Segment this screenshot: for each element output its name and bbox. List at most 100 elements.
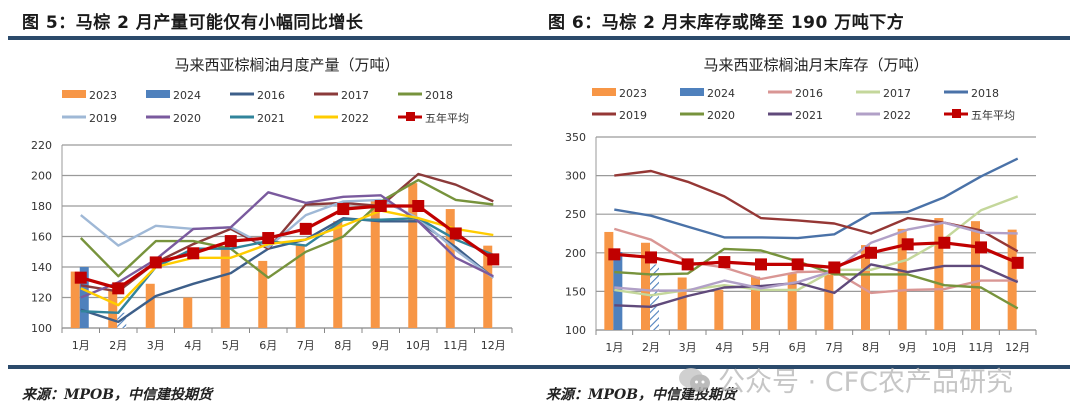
avg-marker: [1011, 256, 1024, 269]
legend-swatch: [146, 90, 170, 98]
avg-marker: [262, 232, 275, 245]
legend-label: 五年平均: [971, 108, 1015, 122]
y-tick-label: 350: [565, 131, 586, 144]
avg-marker: [449, 227, 462, 240]
x-tick-label: 12月: [481, 339, 506, 352]
legend-label: 2020: [173, 112, 201, 125]
bar-2023: [408, 183, 418, 328]
avg-marker: [938, 236, 951, 249]
legend-label: 2019: [89, 112, 117, 125]
legend-item: 2018: [398, 89, 453, 102]
x-tick-label: 10月: [406, 339, 431, 352]
x-tick-label: 3月: [679, 341, 697, 354]
legend-label: 2023: [89, 89, 117, 102]
x-tick-label: 8月: [862, 341, 880, 354]
avg-marker: [374, 200, 387, 212]
figure-title: 图 5：马棕 2 月产量可能仅有小幅同比增长: [22, 13, 364, 33]
bar-2023: [295, 244, 305, 328]
avg-marker: [608, 248, 621, 261]
legend-item: 2019: [592, 109, 647, 122]
bar-2023: [604, 231, 614, 330]
bar-2023: [934, 218, 944, 330]
x-tick-label: 3月: [147, 339, 165, 352]
y-tick-label: 100: [31, 322, 52, 335]
legend-label: 2019: [619, 109, 647, 122]
y-tick-label: 150: [565, 285, 586, 298]
x-tick-label: 10月: [932, 341, 957, 354]
avg-marker: [791, 258, 804, 271]
watermark: 公众号 · CFC农产品研究: [678, 360, 1013, 399]
y-tick-label: 120: [31, 292, 52, 305]
x-tick-label: 6月: [789, 341, 807, 354]
legend-label: 2024: [707, 87, 735, 100]
avg-marker: [487, 253, 500, 266]
x-tick-label: 1月: [605, 341, 623, 354]
legend-item: 2017: [314, 89, 369, 102]
x-tick-label: 1月: [72, 339, 90, 352]
bar-2023: [641, 242, 650, 330]
x-tick-label: 5月: [752, 341, 770, 354]
source-note: 来源：MPOB，中信建投期货: [22, 387, 213, 403]
bar-2024: [650, 264, 659, 330]
y-tick-label: 300: [565, 170, 586, 183]
y-tick-label: 250: [565, 208, 586, 221]
bar-2023: [183, 297, 193, 328]
legend-label: 五年平均: [425, 111, 469, 125]
x-tick-label: 12月: [1005, 341, 1030, 354]
y-tick-label: 100: [565, 324, 586, 337]
footer-divider: [540, 365, 1070, 369]
x-tick-label: 11月: [969, 341, 994, 354]
chart-title: 马来西亚棕榈油月度产量（万吨）: [174, 56, 399, 74]
bar-2023: [333, 221, 343, 328]
avg-marker: [112, 282, 125, 295]
series-line-2019: [80, 198, 495, 279]
series-line-2020: [614, 247, 1019, 310]
legend-item: 2017: [856, 87, 911, 100]
x-tick-label: 5月: [222, 339, 240, 352]
legend-swatch: [680, 88, 704, 96]
avg-marker: [901, 238, 914, 251]
bar-2023: [258, 260, 268, 328]
bar-2023: [220, 247, 230, 328]
source-note: 来源：MPOB，中信建投期货: [546, 387, 737, 403]
avg-marker: [645, 251, 657, 264]
legend-marker: [406, 112, 415, 121]
figure-5-panel: 图 5：马棕 2 月产量可能仅有小幅同比增长 马来西亚棕榈油月度产量（万吨） 20…: [8, 13, 540, 403]
footer-divider: [8, 365, 540, 369]
avg-marker: [74, 271, 87, 284]
series-line-2018: [79, 178, 494, 279]
avg-marker: [412, 200, 425, 212]
bar-2023: [70, 271, 80, 328]
chart-title: 马来西亚棕榈油月末库存（万吨）: [703, 56, 928, 74]
title-divider: [8, 36, 540, 40]
legend-item: 2022: [856, 109, 911, 122]
legend-item: 2024: [146, 89, 201, 102]
series-line-2022: [614, 221, 1018, 292]
legend-item: 2024: [680, 87, 735, 100]
y-tick-label: 200: [31, 170, 52, 183]
y-tick-label: 160: [31, 231, 52, 244]
production-chart: 马来西亚棕榈油月度产量（万吨） 2023 2024 2016 2017 2018 2019 2…: [31, 56, 513, 352]
avg-marker: [149, 256, 162, 269]
x-tick-label: 11月: [443, 339, 468, 352]
avg-marker: [224, 235, 237, 248]
x-tick-label: 4月: [715, 341, 733, 354]
bar-2023: [971, 221, 980, 330]
legend-item: 2019: [62, 112, 117, 125]
x-tick-label: 7月: [297, 339, 315, 352]
x-tick-label: 9月: [899, 341, 917, 354]
bar-2023: [108, 289, 118, 328]
series-line-五年平均: [80, 204, 495, 290]
series-line-2021: [614, 263, 1019, 308]
x-tick-label: 6月: [259, 339, 277, 352]
series-line-2016: [613, 227, 1018, 295]
legend-item: 2022: [314, 112, 369, 125]
legend-label: 2018: [425, 89, 453, 102]
legend-item: 2020: [680, 109, 735, 122]
bar-2023: [714, 289, 724, 330]
avg-marker: [755, 258, 767, 271]
avg-marker: [718, 256, 731, 269]
legend-label: 2022: [883, 109, 911, 122]
series-line-2020: [80, 191, 494, 299]
legend-item: 2023: [62, 89, 117, 102]
